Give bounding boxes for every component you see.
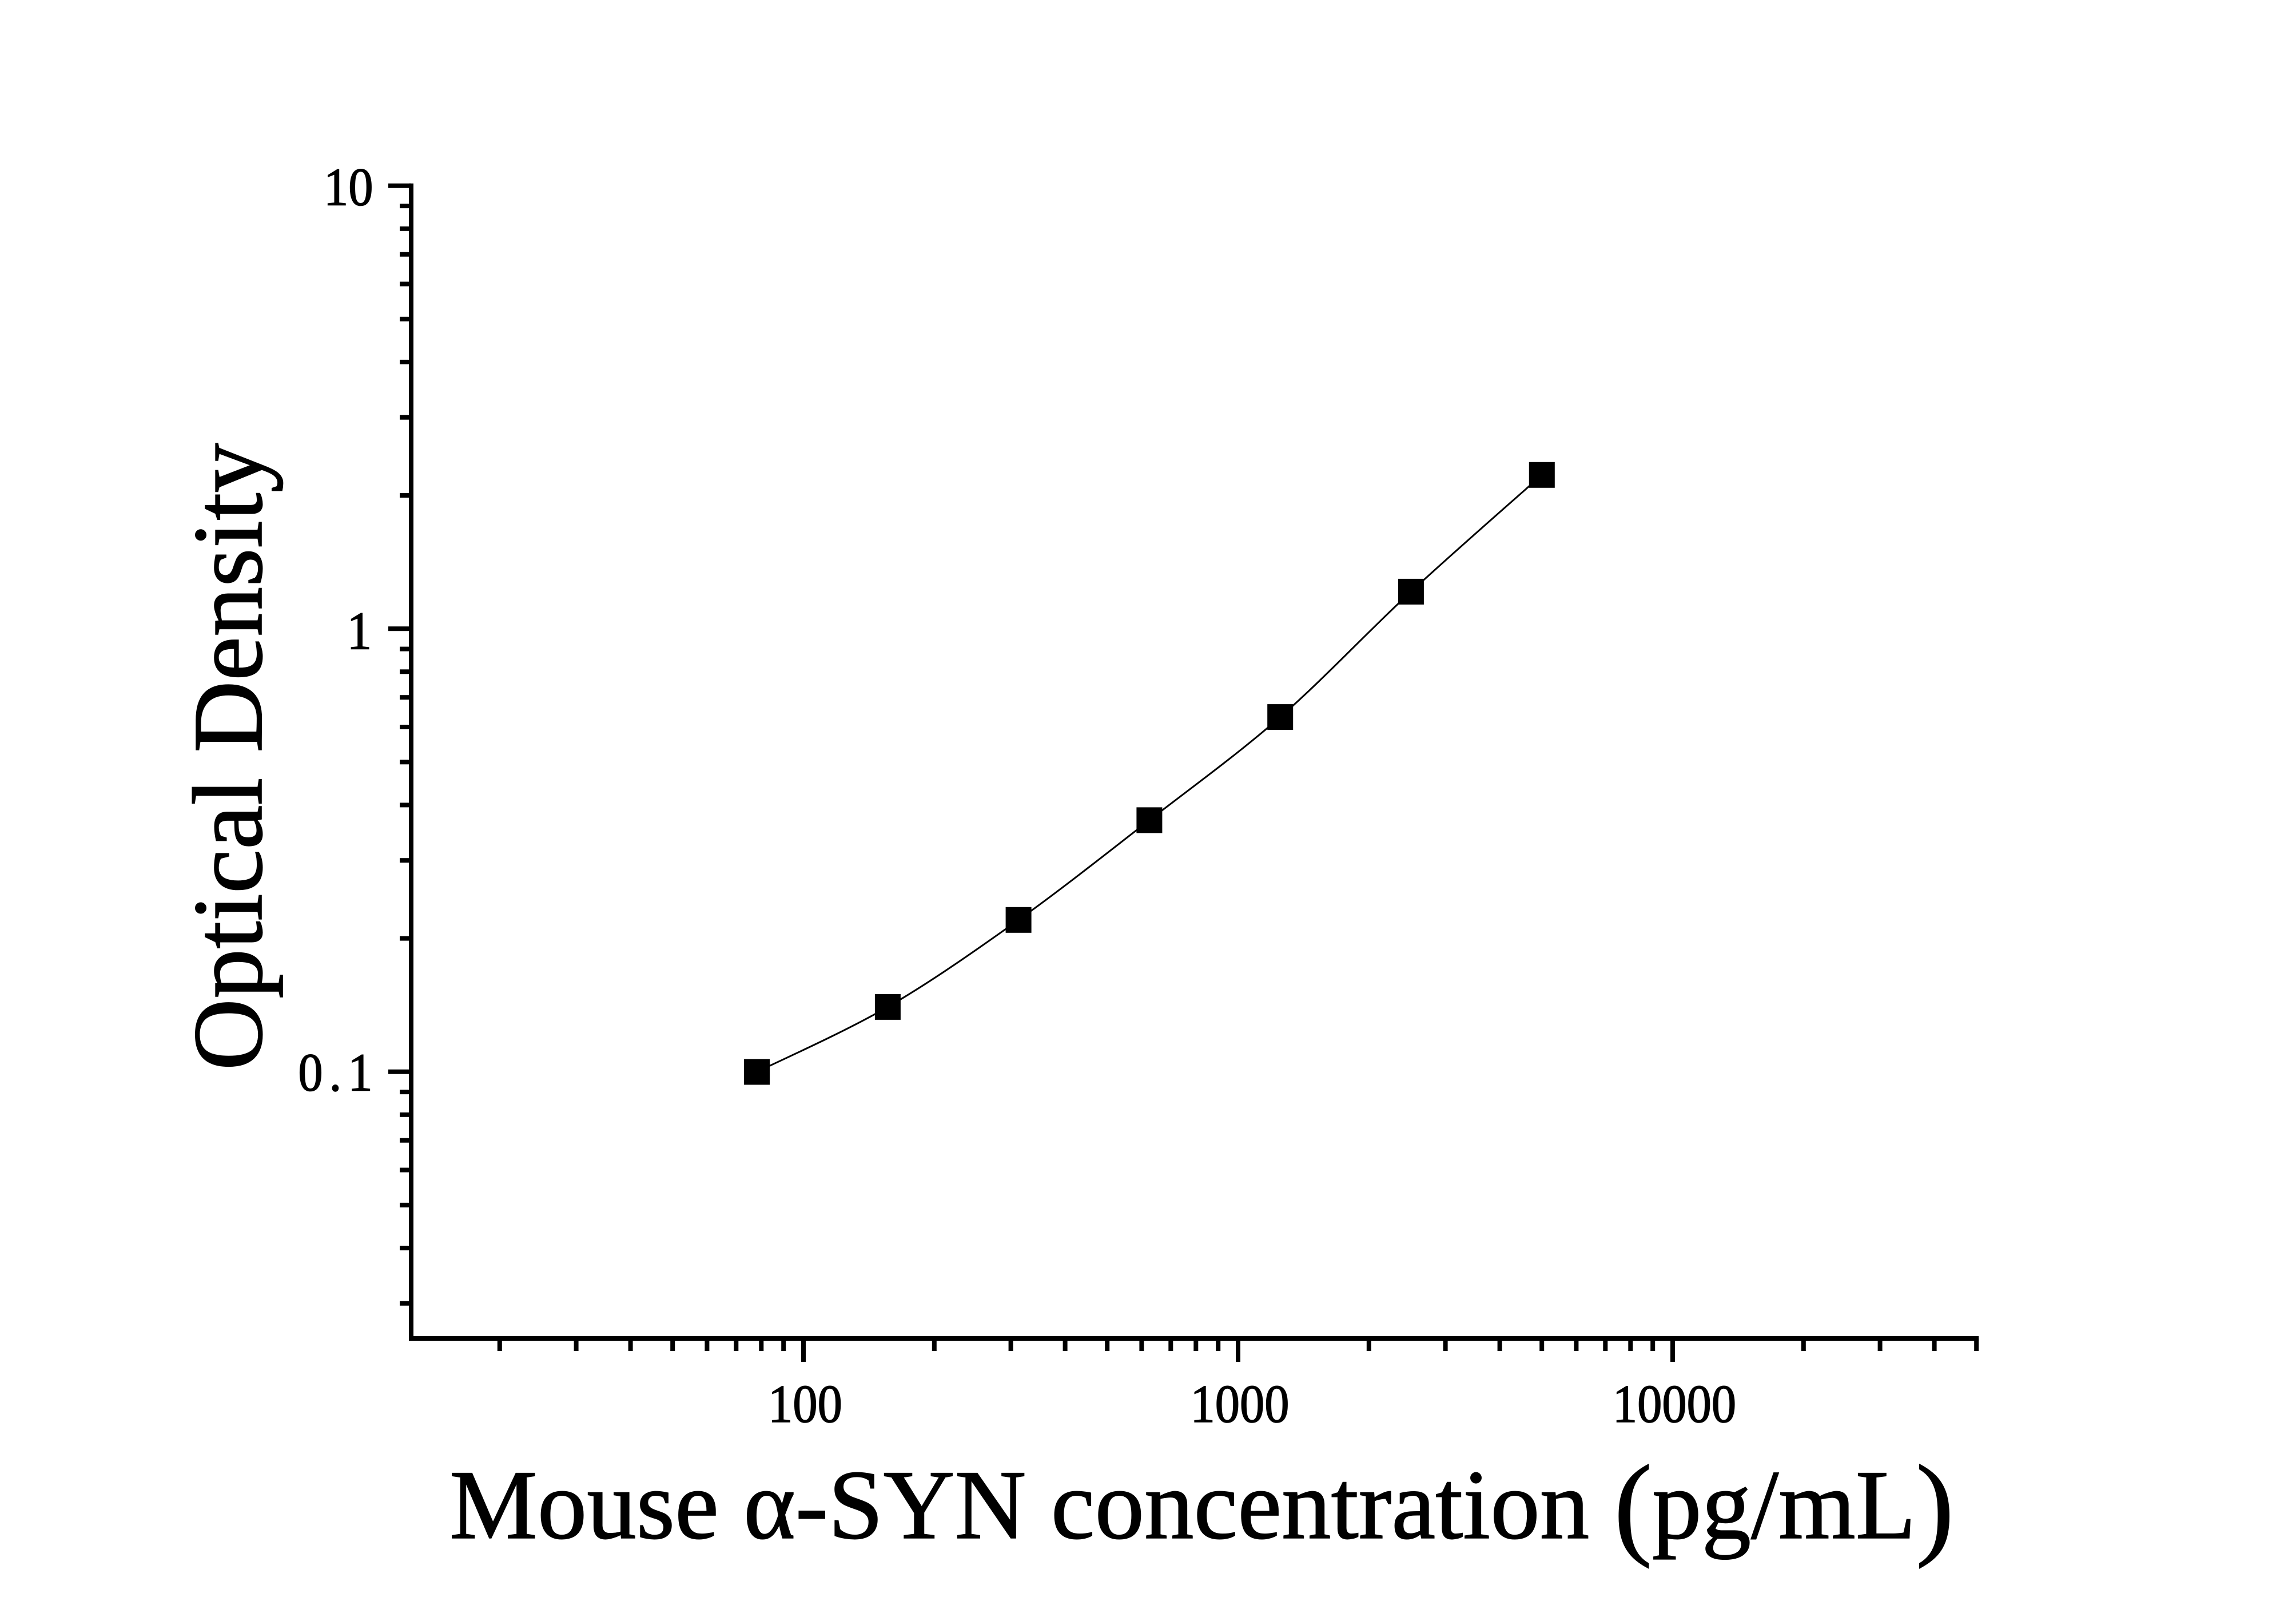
svg-text:Mouse α-SYN concentration (pg/: Mouse α-SYN concentration (pg/mL) xyxy=(449,1443,1954,1569)
svg-text:100: 100 xyxy=(768,1374,842,1434)
svg-text:0.1: 0.1 xyxy=(298,1043,379,1102)
svg-text:10000: 10000 xyxy=(1613,1374,1736,1434)
svg-text:1000: 1000 xyxy=(1191,1374,1290,1434)
svg-text:1: 1 xyxy=(347,601,372,661)
svg-text:Optical Density: Optical Density xyxy=(173,443,283,1071)
svg-text:10: 10 xyxy=(324,157,373,217)
